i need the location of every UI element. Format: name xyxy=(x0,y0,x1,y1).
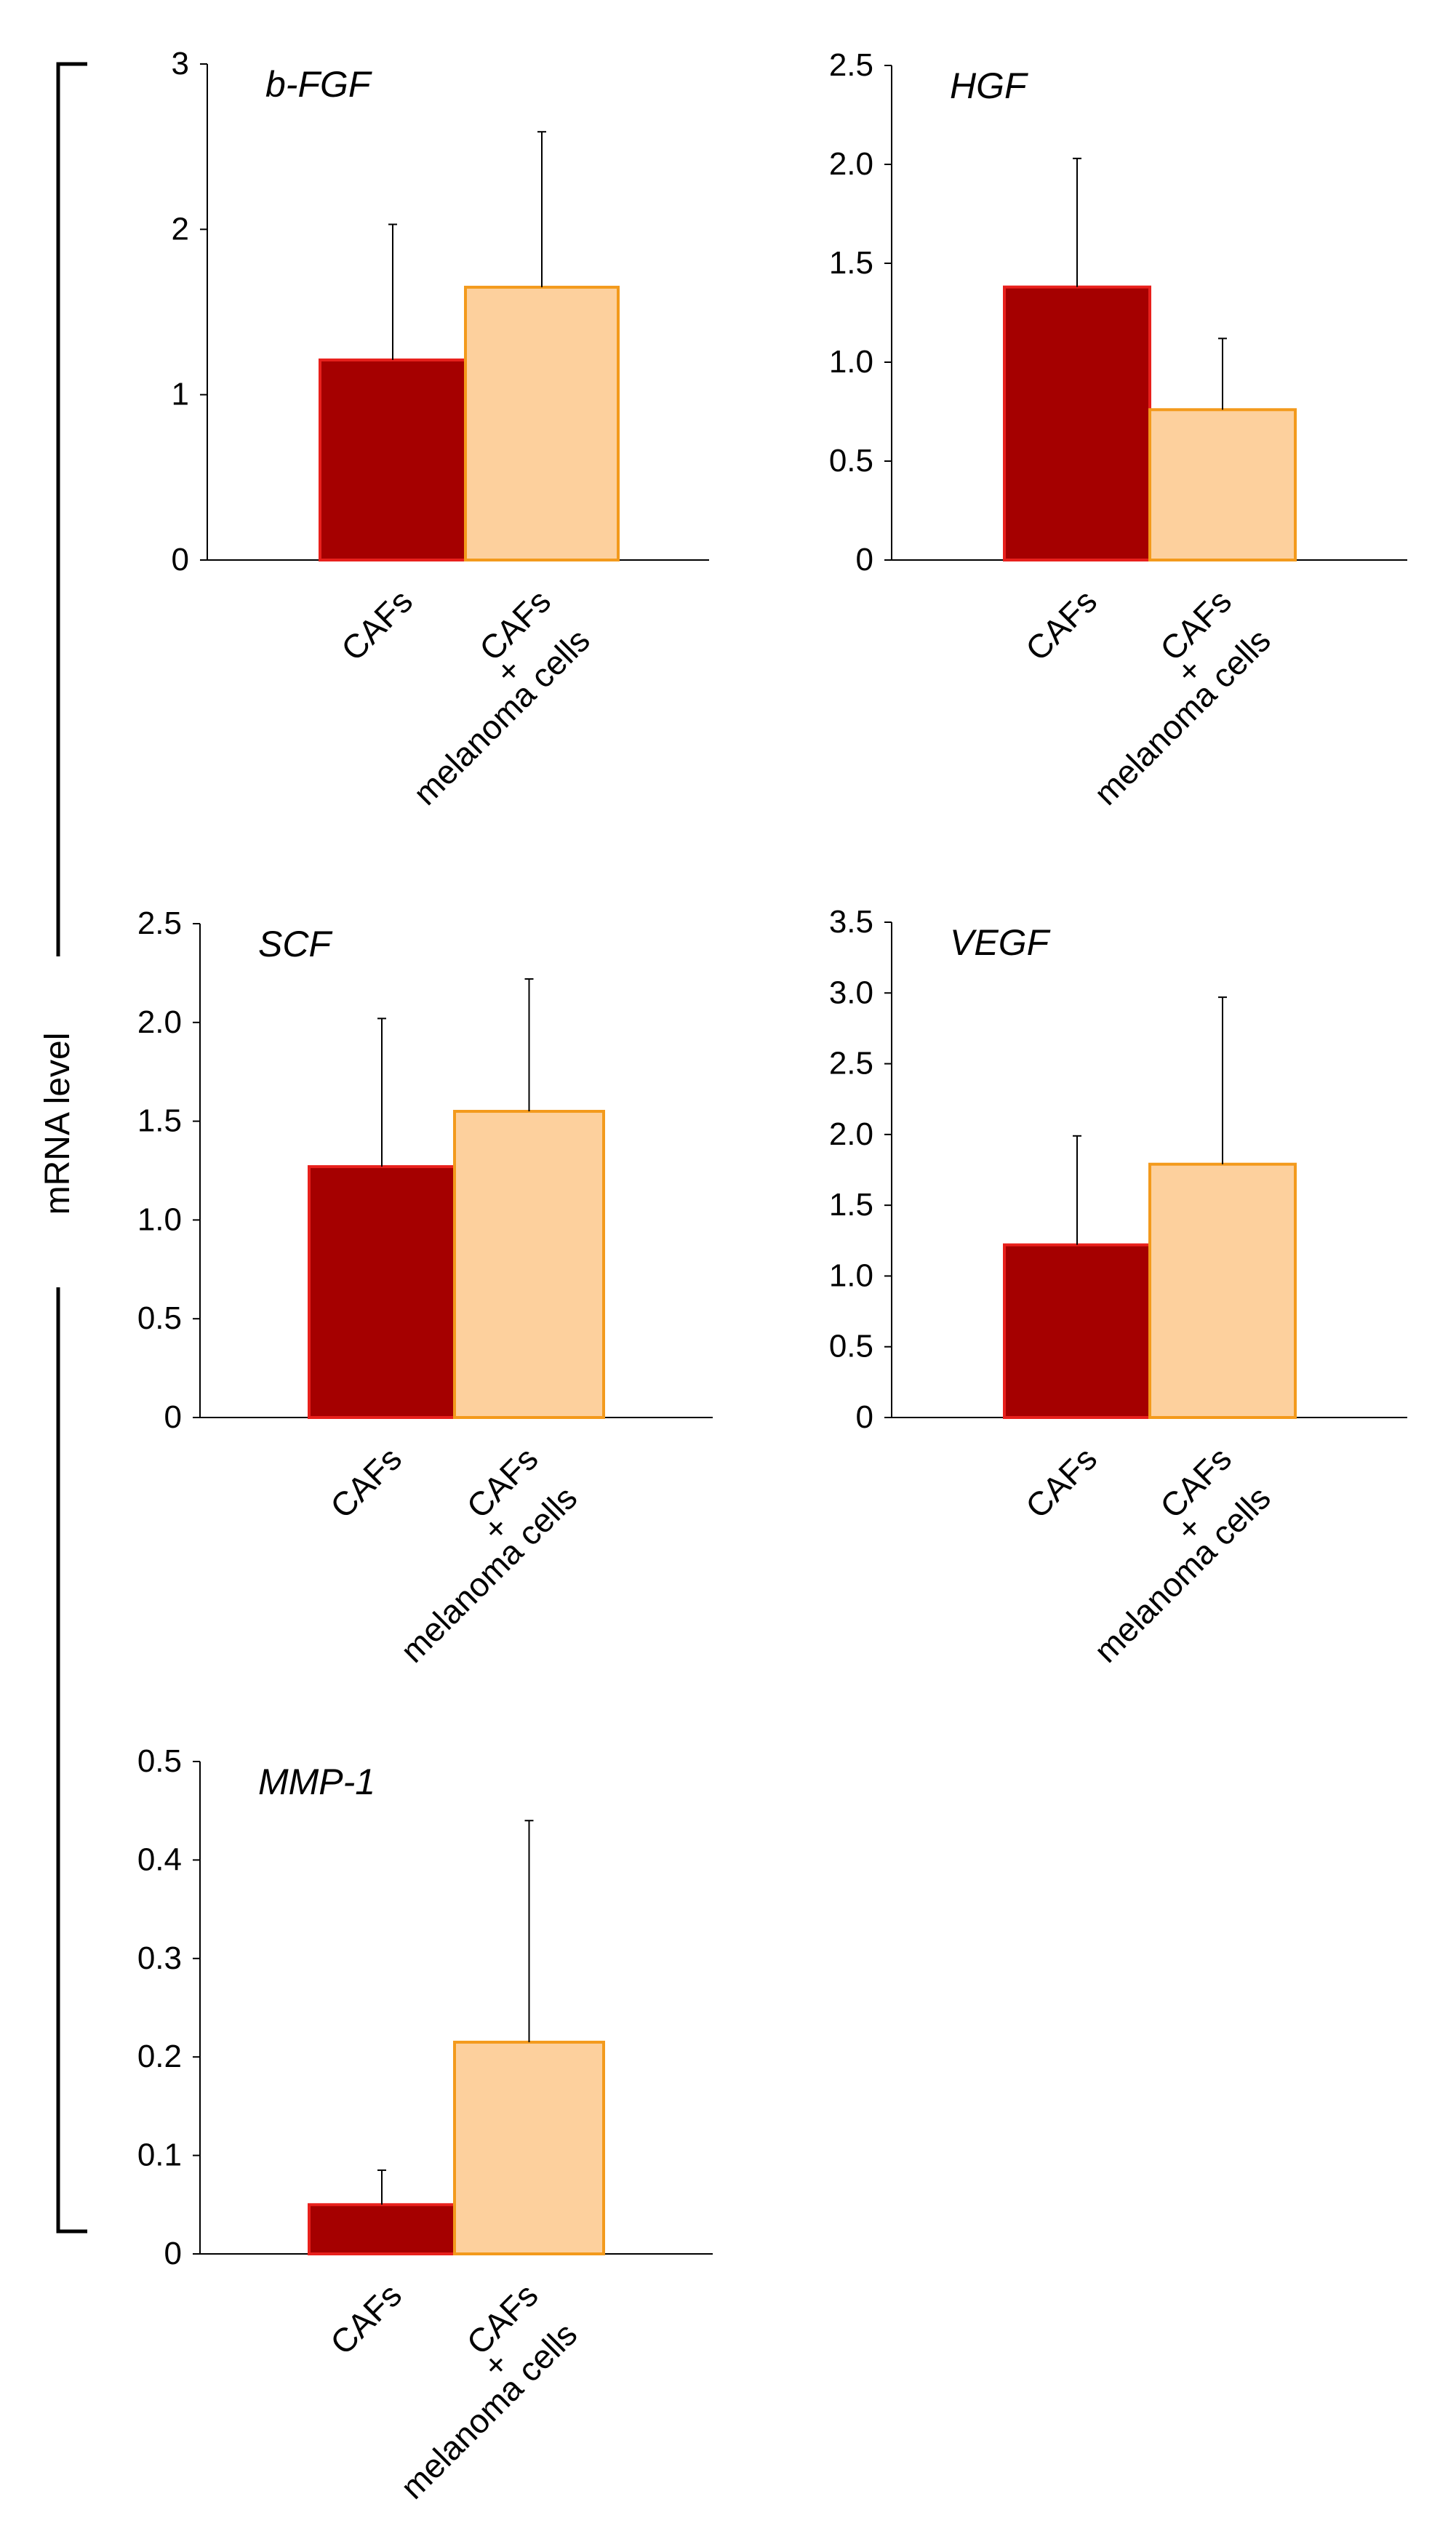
panel-title: b-FGF xyxy=(265,64,372,105)
y-tick-label: 0.2 xyxy=(137,2039,182,2074)
y-tick-label: 2.5 xyxy=(829,1046,873,1081)
y-tick-label: 0.5 xyxy=(829,1329,873,1364)
y-tick-label: 0 xyxy=(172,542,189,577)
y-tick-label: 1 xyxy=(172,377,189,412)
panel-title: VEGF xyxy=(950,922,1051,963)
y-tick-label: 2.0 xyxy=(829,1116,873,1152)
panel-title: HGF xyxy=(950,65,1028,106)
y-tick-label: 0.1 xyxy=(137,2138,182,2173)
bar-cafs xyxy=(308,2203,456,2256)
y-tick-label: 3 xyxy=(172,46,189,81)
y-tick-label: 3.0 xyxy=(829,975,873,1010)
y-tick-label: 0.5 xyxy=(137,1300,182,1336)
y-tick-label: 1.0 xyxy=(829,1257,873,1293)
y-tick-label: 2.5 xyxy=(137,905,182,941)
y-tick-label: 0 xyxy=(856,542,873,577)
category-label-cafs: CAFs xyxy=(323,2276,409,2362)
y-tick-label: 2.5 xyxy=(829,47,873,83)
y-tick-label: 2.0 xyxy=(829,146,873,182)
bar-cafs-melanoma xyxy=(464,285,620,561)
bar-cafs xyxy=(1003,285,1151,561)
bar-cafs-melanoma xyxy=(453,2040,605,2255)
y-tick-label: 3.5 xyxy=(829,904,873,940)
bar-cafs-melanoma xyxy=(453,1110,605,1420)
y-tick-label: 0.5 xyxy=(137,1743,182,1779)
y-tick-label: 0.5 xyxy=(829,443,873,479)
y-tick-label: 1.5 xyxy=(137,1103,182,1139)
category-label-cafs: CAFs xyxy=(1018,582,1104,668)
y-tick-label: 1.5 xyxy=(829,245,873,281)
panel-title: SCF xyxy=(258,924,332,964)
y-tick-label: 1.5 xyxy=(829,1187,873,1223)
category-label-cafs: CAFs xyxy=(323,1439,409,1525)
y-tick-label: 1.0 xyxy=(137,1201,182,1237)
y-tick-label: 0.4 xyxy=(137,1842,182,1877)
bar-cafs-melanoma xyxy=(1148,408,1297,562)
y-tick-label: 2 xyxy=(172,211,189,247)
y-tick-label: 0.3 xyxy=(137,1940,182,1976)
y-tick-label: 1.0 xyxy=(829,344,873,380)
y-tick-label: 2.0 xyxy=(137,1004,182,1040)
y-tick-label: 0 xyxy=(164,2236,182,2271)
bar-cafs xyxy=(1003,1243,1151,1419)
y-axis-label: mRNA level xyxy=(39,1033,77,1215)
bar-cafs xyxy=(319,358,467,561)
bar-cafs xyxy=(308,1165,456,1419)
panel-title: MMP-1 xyxy=(258,1762,375,1802)
y-tick-label: 0 xyxy=(856,1399,873,1435)
ylabel-bracket: mRNA level xyxy=(39,62,87,2234)
y-tick-label: 0 xyxy=(164,1399,182,1435)
category-label-cafs: CAFs xyxy=(334,582,420,668)
bar-cafs-melanoma xyxy=(1148,1162,1297,1420)
category-label-cafs: CAFs xyxy=(1018,1439,1104,1525)
